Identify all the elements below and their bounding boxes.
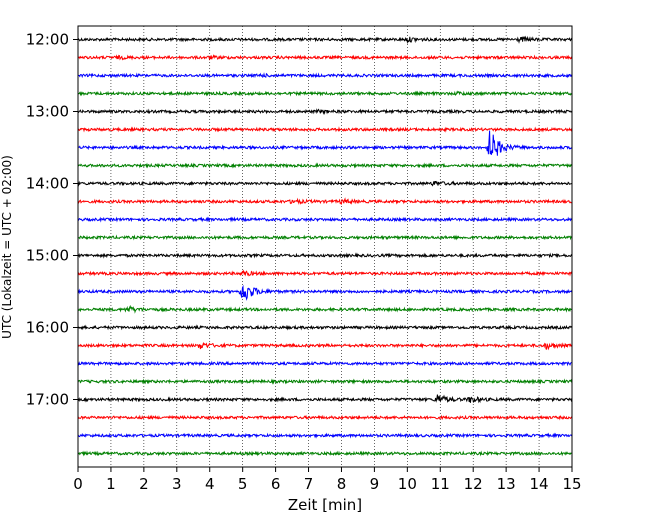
x-tick-label: 13 [497, 475, 516, 493]
y-tick-label: 14:00 [26, 175, 69, 193]
trace-row [77, 394, 573, 404]
trace-row [77, 324, 573, 331]
trace-row [77, 130, 572, 156]
x-tick-label: 10 [398, 475, 417, 493]
x-tick-label: 11 [431, 475, 450, 493]
y-tick-label: 17:00 [26, 391, 69, 409]
x-tick-label: 3 [172, 475, 182, 493]
x-tick-label: 14 [530, 475, 549, 493]
x-tick-label: 9 [370, 475, 380, 493]
x-axis-ticks: 0 1 2 3 4 5 6 7 8 9 10 11 12 13 14 15 [73, 467, 582, 493]
x-tick-label: 2 [139, 475, 149, 493]
y-axis-label: UTC (Lokalzeit = UTC + 02:00) [0, 155, 14, 339]
trace-row [77, 360, 572, 367]
trace-row [77, 284, 573, 301]
trace-row [77, 35, 573, 45]
x-axis-label: Zeit [min] [288, 496, 362, 514]
trace-row [77, 450, 572, 457]
x-tick-label: 8 [337, 475, 347, 493]
trace-row [77, 304, 573, 314]
trace-row [77, 341, 573, 351]
trace-row [77, 108, 573, 116]
trace-row [77, 269, 573, 277]
trace-row [77, 162, 573, 169]
x-tick-label: 0 [73, 475, 83, 493]
trace-row [77, 126, 573, 133]
y-tick-label: 12:00 [26, 31, 69, 49]
trace-row [77, 414, 573, 421]
trace-row [77, 197, 572, 205]
y-tick-label: 13:00 [26, 103, 69, 121]
x-tick-label: 1 [106, 475, 116, 493]
x-tick-label: 6 [271, 475, 281, 493]
y-axis-ticks: 12:00 13:00 14:00 15:00 16:00 17:00 [26, 31, 78, 409]
trace-row [77, 72, 573, 79]
y-tick-label: 16:00 [26, 319, 69, 337]
trace-row [77, 90, 573, 97]
trace-row [77, 378, 573, 385]
x-tick-label: 7 [304, 475, 314, 493]
x-tick-label: 4 [205, 475, 215, 493]
trace-row [77, 234, 572, 241]
trace-row [77, 252, 573, 259]
x-tick-label: 5 [238, 475, 248, 493]
x-tick-label: 12 [464, 475, 483, 493]
trace-rows [77, 35, 573, 457]
trace-row [77, 216, 573, 223]
x-tick-label: 15 [562, 475, 581, 493]
trace-row [77, 432, 573, 439]
trace-row [77, 54, 573, 61]
trace-row [77, 180, 572, 187]
plot-frame [77, 25, 573, 468]
y-tick-label: 15:00 [26, 247, 69, 265]
